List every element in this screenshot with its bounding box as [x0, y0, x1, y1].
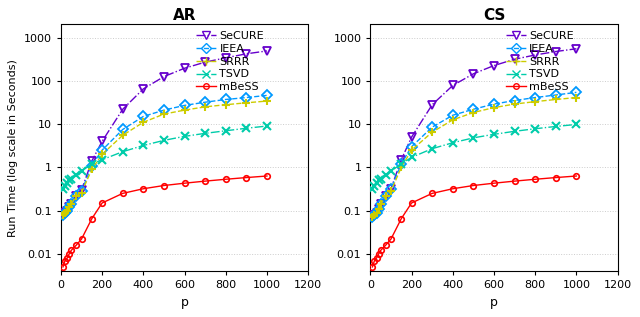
- Title: AR: AR: [173, 8, 196, 23]
- X-axis label: p: p: [490, 296, 498, 309]
- Y-axis label: Run Time (log scale in Seconds): Run Time (log scale in Seconds): [8, 59, 19, 237]
- Legend: SeCURE, IEEA, SRRR, TSVD, mBeSS: SeCURE, IEEA, SRRR, TSVD, mBeSS: [504, 30, 575, 94]
- Title: CS: CS: [483, 8, 505, 23]
- X-axis label: p: p: [180, 296, 188, 309]
- Legend: SeCURE, IEEA, SRRR, TSVD, mBeSS: SeCURE, IEEA, SRRR, TSVD, mBeSS: [195, 30, 265, 94]
